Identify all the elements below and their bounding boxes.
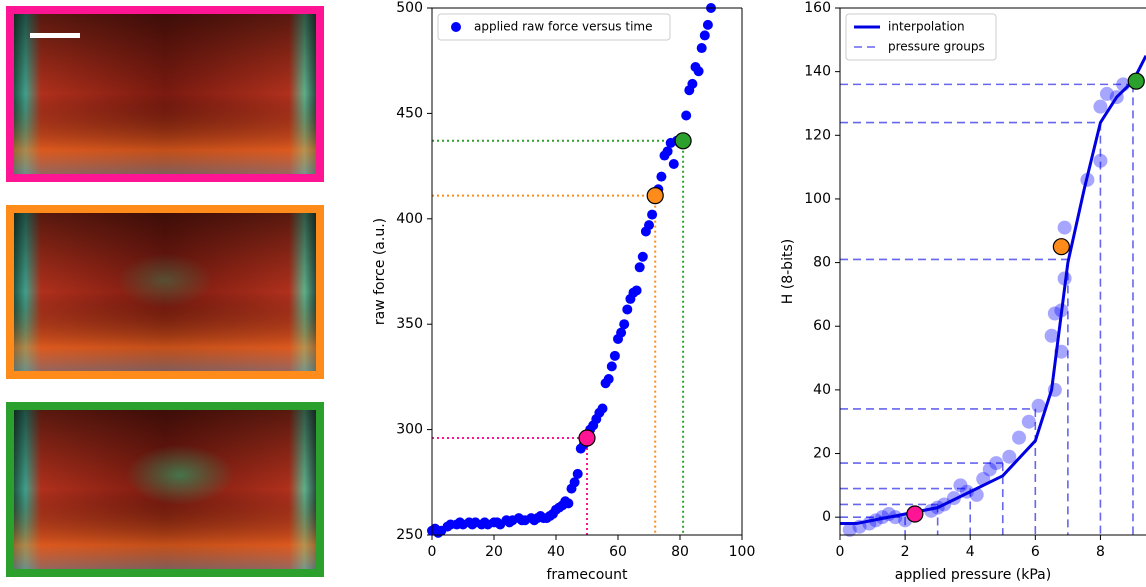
x-tick-label: 0 [428,544,437,560]
data-point [619,319,630,330]
data-point [1047,306,1062,321]
data-point [696,43,707,54]
data-point [687,78,698,89]
legend: applied raw force versus time [437,13,671,41]
x-tick-label: 4 [966,544,975,560]
data-point [572,468,583,479]
x-tick-label: 80 [671,544,689,560]
photo-shade [14,14,316,174]
line-series [840,55,1146,526]
plot-area [840,55,1146,537]
data-point [842,522,857,537]
y-tick-label: 80 [813,255,831,271]
y-tick-label: 140 [804,64,831,80]
y-tick-label: 250 [396,527,423,543]
data-point [1044,328,1059,343]
guides [840,83,1134,535]
highlight-point [1127,72,1145,90]
highlight-point [906,505,924,523]
data-point [616,327,627,338]
x-tick-label: 6 [1031,544,1040,560]
legend-label: pressure groups [888,40,985,54]
y-tick-label: 500 [396,0,423,16]
guides [432,139,685,535]
data-point [606,361,617,372]
data-point [1031,398,1046,413]
data-point [1099,86,1114,101]
data-point [656,171,667,182]
data-point [637,251,648,262]
data-point [681,110,692,121]
data-point [989,456,1004,471]
data-point [609,350,620,361]
data-point [1012,430,1027,445]
data-point [647,209,658,220]
y-tick-label: 100 [804,191,831,207]
data-point [563,498,574,509]
highlight-point [646,187,664,205]
data-point [569,477,580,488]
y-axis-label: raw force (a.u.) [372,218,388,325]
photo-spot [85,240,245,330]
data-point [702,19,713,30]
legend-symbol [451,22,461,32]
x-tick-label: 60 [609,544,627,560]
x-tick-label: 40 [547,544,565,560]
x-tick-label: 20 [485,544,503,560]
plot-area [427,3,716,538]
x-axis-label: framecount [546,567,628,583]
data-point [1093,99,1108,114]
y-tick-label: 0 [822,509,831,525]
x-tick-label: 0 [836,544,845,560]
chart: 0 20 40 60 80 100 250 300 350 400 450 500 framecount… [372,0,755,583]
y-axis-label: H (8-bits) [780,239,796,304]
data-point [631,285,642,296]
y-tick-label: 300 [396,422,423,438]
legend-label: interpolation [888,20,965,34]
y-tick-label: 120 [804,127,831,143]
highlight-point [578,429,596,447]
x-tick-label: 100 [729,544,756,560]
data-point [622,304,633,315]
y-tick-label: 40 [813,382,831,398]
data-point [1057,220,1072,235]
y-tick-label: 350 [396,316,423,332]
photo-spot [90,430,270,530]
data-point [634,262,645,273]
highlight-point [1052,238,1070,256]
legend-label: applied raw force versus time [474,20,652,34]
scale-bar [30,33,80,38]
legend-box [845,13,997,61]
data-point [699,30,710,41]
data-point [644,220,654,231]
data-point [603,374,614,385]
data-point [982,462,997,477]
data-point [693,66,704,77]
y-tick-label: 450 [396,105,423,121]
y-tick-label: 160 [804,0,831,16]
photo-panels [6,6,324,577]
legend: interpolation pressure groups [845,13,997,61]
data-point [953,478,968,493]
x-axis-label: applied pressure (kPa) [895,567,1051,583]
y-tick-label: 60 [813,318,831,334]
data-point [597,403,608,414]
data-point [662,146,673,157]
data-point [1021,414,1036,429]
legend-box [437,13,671,41]
x-tick-label: 8 [1096,544,1105,560]
y-tick-label: 20 [813,446,831,462]
x-tick-label: 2 [901,544,910,560]
data-point [1093,153,1108,168]
highlight-point [674,132,692,150]
data-point [668,158,679,169]
data-point [1002,449,1017,464]
y-tick-label: 400 [396,211,423,227]
